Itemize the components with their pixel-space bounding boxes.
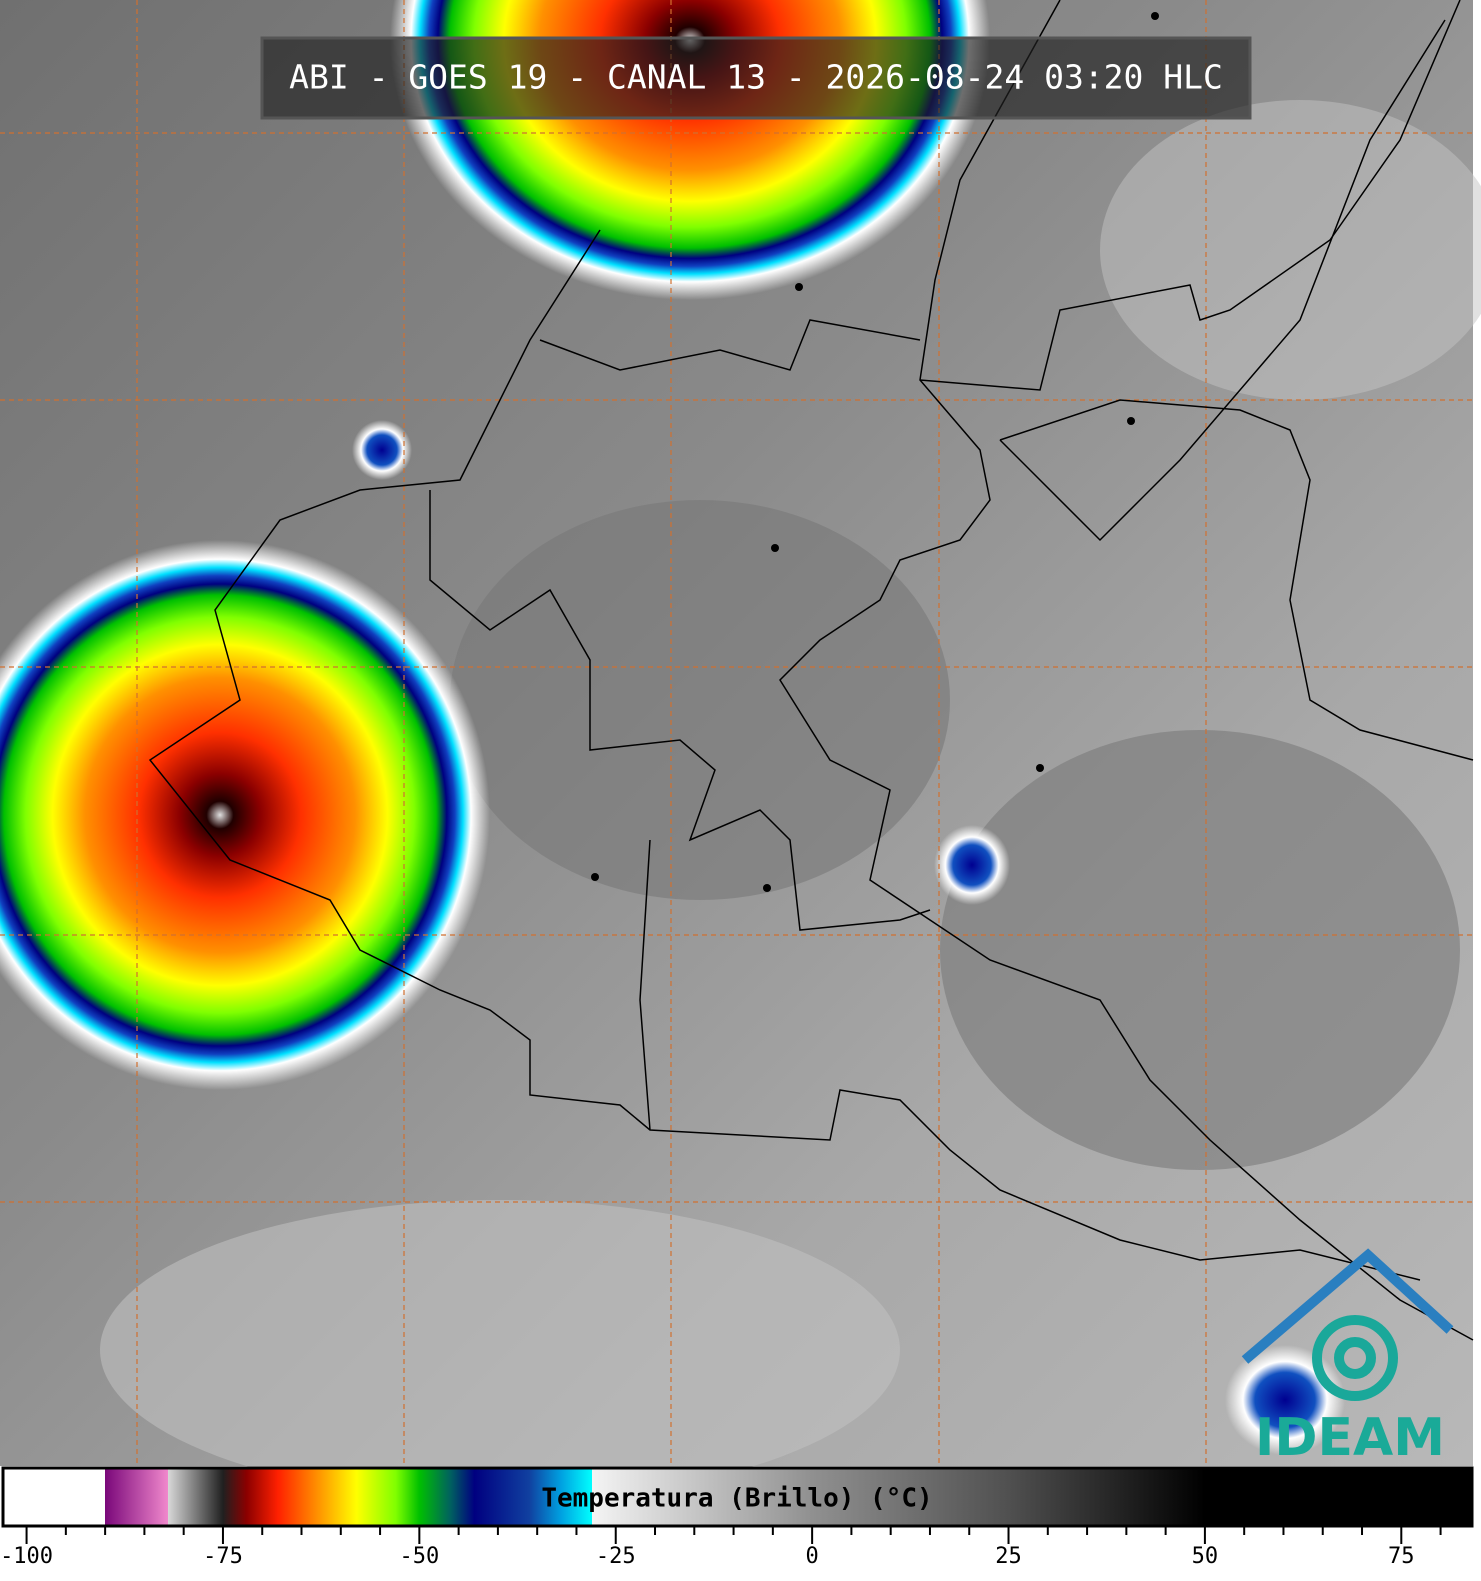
tick-label: 75 [1388, 1544, 1415, 1569]
tick-label: 50 [1192, 1544, 1219, 1569]
colorbar-bar [1, 1466, 1474, 1528]
title: ABI - GOES 19 - CANAL 13 - 2026-08-24 03… [289, 58, 1223, 97]
tick-label: -75 [203, 1544, 243, 1569]
colorbar-label: Temperatura (Brillo) (°C) [541, 1484, 932, 1514]
satellite-map: IDEAM [0, 0, 1481, 1500]
logo-mark [1241, 1248, 1454, 1401]
tick-label: -50 [399, 1544, 439, 1569]
logo-text: IDEAM [1255, 1408, 1445, 1468]
colorbar: Temperatura (Brillo) (°C) -100 -75 -50 -25 0 2… [0, 1466, 1474, 1569]
tick-label: 0 [806, 1544, 819, 1569]
title-box [260, 36, 1252, 120]
tick-label: -25 [596, 1544, 636, 1569]
tick-label: 25 [995, 1544, 1022, 1569]
tick-label: -100 [0, 1544, 53, 1569]
